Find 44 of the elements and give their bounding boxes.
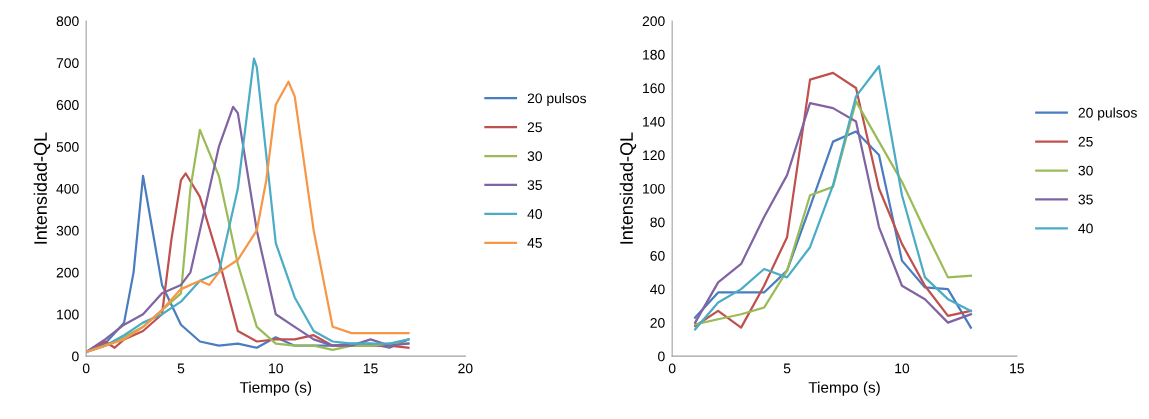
legend-label: 20 pulsos bbox=[1078, 107, 1137, 121]
x-tick-label: 10 bbox=[895, 363, 910, 374]
x-tick-label: 20 bbox=[458, 363, 473, 374]
legend-label: 30 bbox=[1078, 165, 1093, 176]
y-tick-label: 100 bbox=[643, 183, 665, 194]
y-tick-label: 500 bbox=[56, 141, 79, 152]
y-tick-label: 140 bbox=[643, 116, 665, 127]
x-tick-label: 5 bbox=[177, 363, 185, 374]
legend-label: 40 bbox=[527, 209, 542, 219]
y-tick-label: 200 bbox=[642, 16, 665, 27]
legend-label: 25 bbox=[1078, 136, 1093, 147]
x-axis-title: Tiempo (s) bbox=[808, 381, 880, 396]
legend-label: 35 bbox=[527, 180, 542, 190]
x-tick-label: 15 bbox=[363, 363, 378, 374]
legend-label: 35 bbox=[1078, 194, 1093, 205]
y-tick-label: 600 bbox=[56, 100, 79, 110]
x-tick-label: 15 bbox=[1010, 363, 1025, 374]
y-tick-label: 300 bbox=[56, 225, 79, 236]
x-tick-label: 10 bbox=[269, 363, 283, 374]
y-tick-label: 0 bbox=[72, 351, 79, 362]
y-tick-label: 200 bbox=[56, 267, 79, 278]
y-tick-label: 700 bbox=[56, 58, 79, 69]
y-axis-title: Intensidad-QL bbox=[33, 132, 51, 244]
legend-label: 40 bbox=[1078, 223, 1093, 234]
legend-label: 25 bbox=[527, 122, 542, 133]
legend-label: 45 bbox=[527, 238, 542, 248]
y-tick-label: 40 bbox=[650, 284, 665, 295]
x-axis-title: Tiempo (s) bbox=[239, 381, 312, 396]
y-tick-label: 60 bbox=[650, 250, 665, 261]
y-tick-label: 20 bbox=[650, 317, 665, 328]
x-tick-label: 0 bbox=[82, 363, 90, 374]
x-tick-label: 0 bbox=[668, 363, 676, 374]
y-tick-label: 0 bbox=[658, 351, 665, 362]
y-tick-label: 180 bbox=[643, 49, 665, 60]
y-tick-label: 400 bbox=[56, 183, 79, 194]
y-tick-label: 800 bbox=[56, 16, 79, 27]
y-tick-label: 80 bbox=[650, 217, 665, 228]
y-tick-label: 100 bbox=[57, 309, 79, 320]
y-tick-label: 160 bbox=[643, 83, 665, 94]
legend-label: 30 bbox=[527, 151, 542, 162]
y-axis-title: Intensidad-QL bbox=[619, 132, 637, 244]
y-tick-label: 120 bbox=[643, 150, 665, 161]
x-tick-label: 5 bbox=[783, 363, 791, 374]
legend-label: 20 pulsos bbox=[527, 93, 587, 106]
